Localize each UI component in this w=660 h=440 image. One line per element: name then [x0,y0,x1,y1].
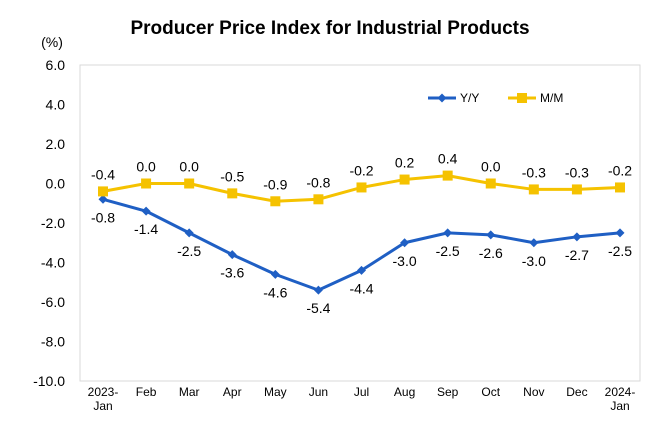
data-label-mm: 0.2 [395,155,415,171]
y-tick-label: 6.0 [46,57,66,73]
data-point-mm [141,178,152,189]
data-point-mm [442,170,453,181]
data-point-mm [615,182,625,193]
x-tick-label: Oct [481,385,500,399]
data-label-yy: -2.7 [565,247,589,263]
data-point-yy [529,238,539,248]
x-tick-label: 2024-Jan [605,385,636,413]
data-label-mm: -0.4 [91,166,115,182]
x-tick-label: May [264,385,287,399]
y-axis: 6.0 4.0 2.0 0.0 -2.0 -4.0 -6.0 -8.0 -10.0 [33,57,65,389]
data-point-yy [400,238,410,248]
data-point-mm [399,174,410,185]
data-point-mm [528,184,539,195]
x-tick-label: Apr [223,385,242,399]
plot-area-frame [79,64,641,382]
data-point-yy [443,228,453,238]
x-tick-label: Aug [394,385,415,399]
y-tick-label: -4.0 [41,255,65,271]
data-label-yy: -2.6 [479,245,503,261]
data-label-yy: -5.4 [306,300,330,316]
y-tick-label: -2.0 [41,215,65,231]
x-axis: 2023-Jan Feb Mar Apr May Jun Jul Aug Sep Oct Nov De… [88,385,636,413]
chart-title: Producer Price Index for Industrial Prod… [130,18,530,39]
data-label-mm: -0.9 [263,176,287,192]
x-tick-label: Feb [136,385,157,399]
data-label-yy: -4.6 [263,284,287,300]
data-label-mm: -0.3 [522,164,546,180]
data-point-mm [356,182,367,193]
data-label-mm: 0.0 [136,159,156,175]
series-layer: -0.8 -1.4 -2.5 -3.6 -4.6 -5.4 -4.4 -3.0 -2.5 -2.6… [91,151,632,317]
x-tick-label: Nov [523,385,544,399]
data-label-yy: -3.0 [522,253,546,269]
y-axis-unit-label: (%) [41,34,63,50]
data-label-yy: -2.5 [177,243,201,259]
data-point-yy [98,194,108,204]
data-label-yy: -0.8 [91,209,115,225]
data-point-mm [98,186,108,197]
x-tick-label: Sep [437,385,459,399]
data-label-yy: -3.0 [393,253,417,269]
data-label-mm: -0.2 [608,162,632,178]
data-point-mm [313,194,324,205]
data-label-yy: -2.5 [608,243,632,259]
data-point-mm [571,184,582,195]
data-label-mm: -0.8 [306,174,330,190]
data-label-mm: -0.2 [349,162,373,178]
y-tick-label: 0.0 [46,176,66,192]
x-tick-label: Dec [566,385,587,399]
data-label-yy: -1.4 [134,221,158,237]
x-tick-label: 2023-Jan [88,385,119,413]
y-tick-label: 4.0 [46,97,66,113]
data-point-mm [184,178,195,189]
data-point-yy [357,265,366,275]
x-tick-label: Jun [309,385,328,399]
data-point-yy [184,228,194,238]
x-tick-label: Jul [354,385,369,399]
y-tick-label: 2.0 [46,136,66,152]
data-point-yy [615,228,625,238]
data-label-mm: -0.5 [220,168,244,184]
data-label-mm: 0.4 [438,151,458,167]
x-tick-label: Mar [179,385,200,399]
data-point-yy [313,285,323,295]
data-point-yy [572,232,582,242]
data-point-mm [485,178,496,189]
legend-label-mm: M/M [540,91,563,105]
data-point-yy [486,230,496,240]
data-label-yy: -4.4 [349,280,373,296]
data-point-yy [141,206,151,216]
data-point-yy [270,269,280,279]
data-label-mm: 0.0 [481,159,501,175]
legend-label-yy: Y/Y [460,91,479,105]
legend: Y/Y M/M [428,91,563,105]
y-tick-label: -8.0 [41,334,65,350]
data-label-mm: -0.3 [565,164,589,180]
data-point-yy [227,250,237,260]
legend-marker-mm [517,93,527,103]
legend-marker-yy [437,93,447,103]
y-tick-label: -6.0 [41,294,65,310]
y-tick-label: -10.0 [33,373,65,389]
data-point-mm [227,188,238,199]
data-label-yy: -3.6 [220,265,244,281]
data-label-yy: -2.5 [436,243,460,259]
data-point-mm [270,196,281,207]
data-label-mm: 0.0 [179,159,199,175]
